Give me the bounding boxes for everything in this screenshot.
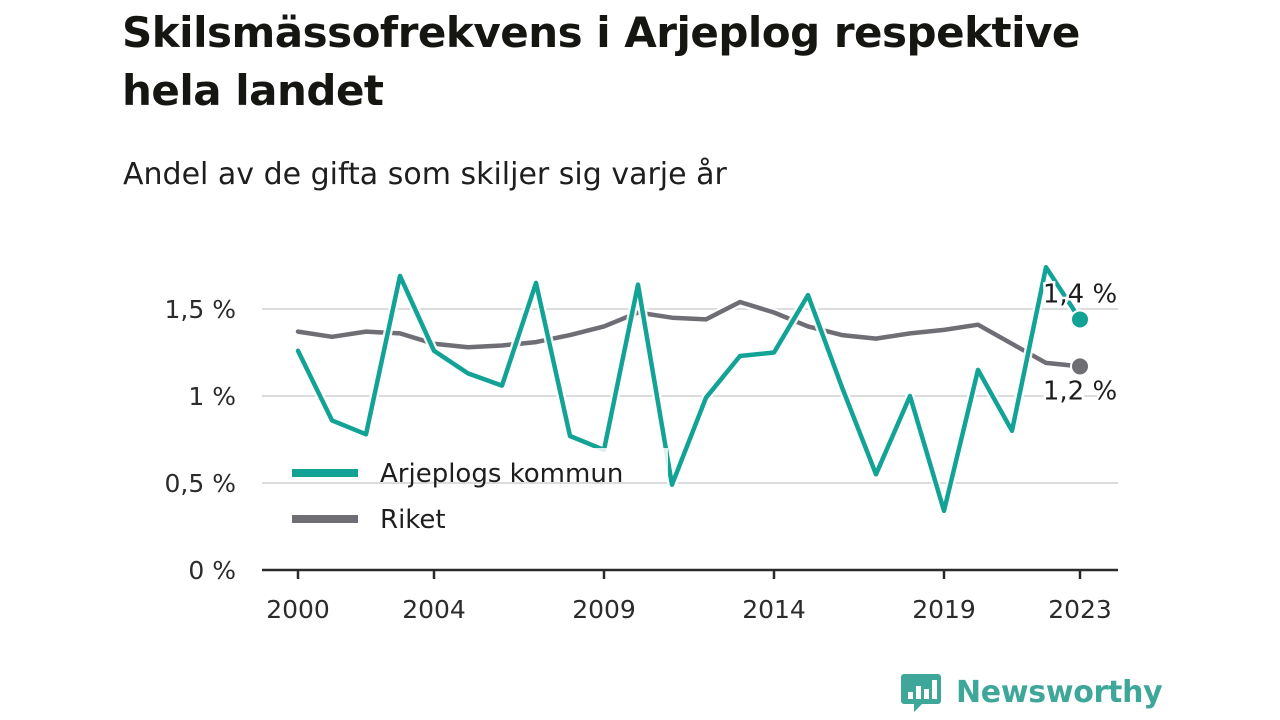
x-tick-label: 2014: [742, 595, 806, 624]
legend: Arjeplogs kommun Riket: [282, 448, 668, 535]
legend-label: Arjeplogs kommun: [380, 459, 623, 489]
y-tick-label: 1 %: [188, 382, 236, 411]
chart-subtitle: Andel av de gifta som skiljer sig varje …: [123, 157, 727, 192]
series-lines: [293, 262, 1085, 516]
brand-name: Newsworthy: [956, 674, 1163, 710]
newsworthy-logo: Newsworthy: [900, 668, 1163, 716]
line-chart: 0 % 0,5 % 1 % 1,5 % 2000 2004 2009 2014 2019 202…: [164, 262, 1119, 624]
x-tick-label: 2000: [266, 595, 330, 624]
y-tick-label: 1,5 %: [165, 295, 236, 324]
y-tick-label: 0,5 %: [165, 469, 236, 498]
end-label-riket: 1,2 %: [1043, 376, 1117, 406]
x-tick-label: 2009: [572, 595, 636, 624]
x-tick-label: 2019: [912, 595, 976, 624]
y-axis-tick-labels: 0 % 0,5 % 1 % 1,5 %: [165, 295, 236, 585]
y-tick-label: 0 %: [188, 556, 236, 585]
series-line-arjeplog: [295, 264, 1083, 514]
series-endpoint: [1070, 356, 1090, 377]
series-endpoint: [1070, 309, 1090, 330]
x-tick-label: 2004: [402, 595, 466, 624]
chart-title: Skilsmässofrekvens i Arjeplog respektive…: [122, 8, 1080, 115]
x-tick-label: 2023: [1048, 595, 1112, 624]
legend-label: Riket: [380, 505, 446, 535]
x-axis: [262, 568, 1118, 579]
end-label-arjeplog: 1,4 %: [1043, 279, 1117, 309]
bar-chart-speech-bubble-icon: [901, 674, 941, 712]
x-axis-tick-labels: 2000 2004 2009 2014 2019 2023: [266, 595, 1112, 624]
series-endpoints: 1,4 % 1,2 %: [1040, 277, 1119, 409]
